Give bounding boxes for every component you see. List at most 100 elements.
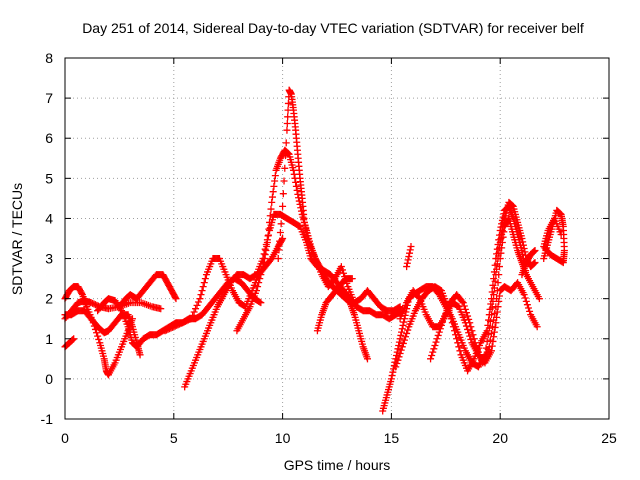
data-point xyxy=(136,351,144,359)
data-point xyxy=(267,205,275,213)
data-point xyxy=(395,338,403,346)
data-point xyxy=(491,309,499,317)
data-point xyxy=(497,249,505,257)
data-point xyxy=(523,301,531,309)
data-point xyxy=(493,287,501,295)
data-point xyxy=(471,339,479,347)
data-point xyxy=(279,202,287,210)
data-point xyxy=(264,232,272,240)
x-tick-label: 10 xyxy=(275,430,291,446)
data-point xyxy=(192,305,200,313)
x-tick-label: 0 xyxy=(61,430,69,446)
data-point xyxy=(504,216,512,224)
data-point xyxy=(526,307,534,315)
data-point xyxy=(200,279,208,287)
data-point xyxy=(462,309,470,317)
data-point xyxy=(499,213,507,221)
data-point xyxy=(402,333,410,341)
data-point xyxy=(432,338,440,346)
data-point xyxy=(483,327,491,335)
data-point xyxy=(260,255,268,263)
data-point xyxy=(522,297,530,305)
data-point xyxy=(190,308,198,316)
data-point xyxy=(69,335,77,343)
data-point xyxy=(431,341,439,349)
data-point xyxy=(455,343,463,351)
y-tick-label: -1 xyxy=(41,411,54,427)
data-point xyxy=(269,188,277,196)
data-point xyxy=(171,293,179,301)
data-point xyxy=(460,302,468,310)
data-point xyxy=(189,311,197,319)
data-point xyxy=(282,152,290,160)
data-point xyxy=(396,335,404,343)
data-point xyxy=(400,336,408,344)
data-point xyxy=(201,275,209,283)
data-point xyxy=(395,353,403,361)
data-point xyxy=(301,222,309,230)
data-point xyxy=(395,303,403,311)
data-point xyxy=(489,281,497,289)
data-point xyxy=(392,363,400,371)
series-s1 xyxy=(61,297,165,323)
data-point xyxy=(493,250,501,258)
data-point xyxy=(337,263,345,271)
y-tick-label: 0 xyxy=(45,371,53,387)
data-point xyxy=(276,237,284,245)
x-tick-label: 25 xyxy=(601,430,617,446)
data-point xyxy=(490,268,498,276)
data-point xyxy=(500,228,508,236)
data-point xyxy=(265,225,273,233)
data-point xyxy=(268,193,276,201)
y-tick-label: 1 xyxy=(45,331,53,347)
data-point xyxy=(407,243,415,251)
x-tick-label: 20 xyxy=(492,430,508,446)
data-point xyxy=(199,283,207,291)
data-point xyxy=(259,263,267,271)
y-axis: -1 0 1 2 3 4 5 6 7 8 xyxy=(41,50,609,427)
data-point xyxy=(277,220,285,228)
data-point xyxy=(449,323,457,331)
data-point xyxy=(279,190,287,198)
data-point xyxy=(485,311,493,319)
data-point xyxy=(398,343,406,351)
data-point xyxy=(394,356,402,364)
data-point xyxy=(93,329,101,337)
x-axis: 0 5 10 15 20 25 xyxy=(61,58,617,446)
data-point xyxy=(404,256,412,264)
data-point xyxy=(281,164,289,172)
data-point xyxy=(533,323,541,331)
data-point xyxy=(400,318,408,326)
y-tick-label: 6 xyxy=(45,130,53,146)
data-point xyxy=(283,120,291,128)
chart-title: Day 251 of 2014, Sidereal Day-to-day VTE… xyxy=(82,20,584,36)
data-point xyxy=(557,230,565,238)
data-point xyxy=(262,247,270,255)
data-point xyxy=(258,267,266,275)
data-point xyxy=(397,346,405,354)
data-point xyxy=(266,218,274,226)
data-point xyxy=(270,182,278,190)
series-s8 xyxy=(181,210,406,391)
data-point xyxy=(435,328,443,336)
data-point xyxy=(340,269,348,277)
data-point xyxy=(280,177,288,185)
data-point xyxy=(535,295,543,303)
data-point xyxy=(487,347,495,355)
data-point xyxy=(464,312,472,320)
data-point xyxy=(261,251,269,259)
series-s5 xyxy=(94,275,265,351)
x-tick-label: 15 xyxy=(384,430,400,446)
data-point xyxy=(498,244,506,252)
data-point xyxy=(271,172,279,180)
data-point xyxy=(257,271,265,279)
data-point xyxy=(268,198,276,206)
series-s17 xyxy=(518,247,539,279)
data-point xyxy=(492,303,500,311)
data-point xyxy=(467,335,475,343)
data-point xyxy=(403,329,411,337)
data-point xyxy=(434,331,442,339)
data-point xyxy=(427,355,435,363)
data-point xyxy=(496,255,504,263)
data-point xyxy=(94,332,102,340)
